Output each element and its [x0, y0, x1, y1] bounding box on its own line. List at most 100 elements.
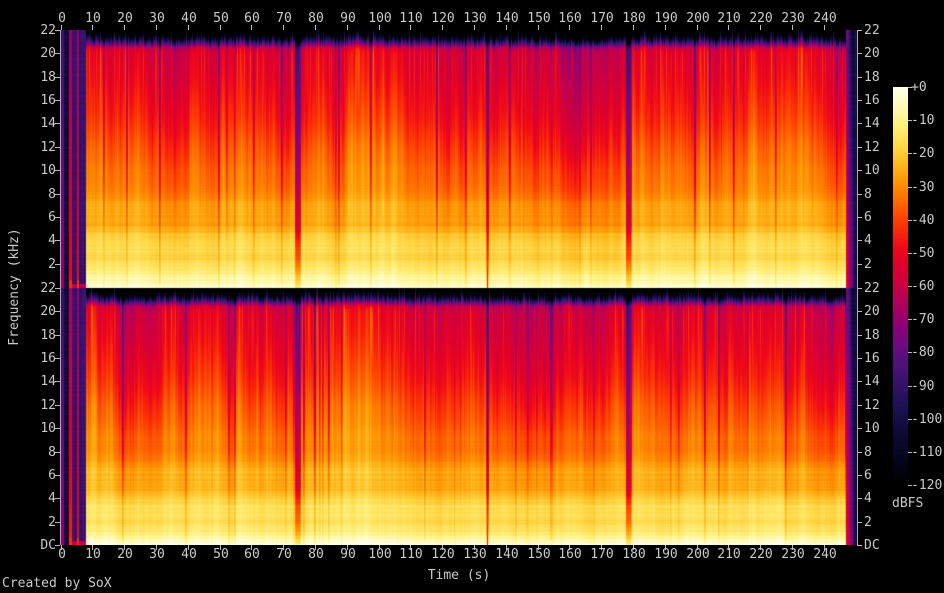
time-tick-label-bottom: 200: [686, 547, 710, 562]
freq-tick-label-right: 8: [864, 187, 872, 202]
time-tick-bottom: [156, 545, 157, 550]
time-tick-top: [283, 25, 284, 30]
colorbar-tick: [908, 120, 912, 121]
freq-tick-left: [55, 335, 60, 336]
freq-tick-right: [857, 100, 862, 101]
freq-tick-label-left: 6: [48, 210, 56, 225]
freq-tick-label-left: 14: [40, 116, 56, 131]
colorbar-tick-label: -40: [911, 213, 935, 228]
time-tick-label-bottom: 120: [431, 547, 455, 562]
freq-tick-left: [55, 123, 60, 124]
freq-tick-label-right: 12: [864, 398, 880, 413]
time-tick-label-top: 130: [463, 11, 487, 26]
freq-tick-right: [857, 194, 862, 195]
time-tick-bottom: [315, 545, 316, 550]
colorbar-tick-label: -30: [911, 180, 935, 195]
time-tick-label-top: 140: [495, 11, 519, 26]
time-tick-label-top: 170: [590, 11, 614, 26]
colorbar-tick-label: -90: [911, 379, 935, 394]
freq-tick-label-left: 12: [40, 140, 56, 155]
time-tick-top: [61, 25, 62, 30]
freq-tick-label-right: 16: [864, 93, 880, 108]
time-tick-top: [760, 25, 761, 30]
time-tick-label-top: 220: [749, 11, 773, 26]
time-tick-top: [728, 25, 729, 30]
dc-tick-left: [55, 545, 60, 546]
time-tick-label-bottom: 50: [213, 547, 229, 562]
freq-tick-left: [55, 405, 60, 406]
dc-label-right: DC: [864, 538, 880, 553]
colorbar-tick: [908, 352, 912, 353]
time-tick-top: [188, 25, 189, 30]
time-tick-top: [315, 25, 316, 30]
time-tick-label-bottom: 190: [654, 547, 678, 562]
freq-tick-right: [857, 498, 862, 499]
freq-tick-label-right: 2: [864, 515, 872, 530]
time-tick-top: [156, 25, 157, 30]
colorbar-tick-label: -20: [911, 146, 935, 161]
freq-tick-left: [55, 53, 60, 54]
right-axis-line: [857, 30, 858, 545]
colorbar-tick: [908, 319, 912, 320]
time-tick-bottom: [347, 545, 348, 550]
colorbar-tick: [908, 153, 912, 154]
time-tick-label-top: 10: [85, 11, 101, 26]
colorbar-tick-label: -70: [911, 312, 935, 327]
dc-tick-right: [857, 545, 862, 546]
time-tick-top: [442, 25, 443, 30]
time-tick-top: [538, 25, 539, 30]
time-tick-label-top: 60: [244, 11, 260, 26]
freq-tick-label-right: 20: [864, 304, 880, 319]
freq-tick-left: [55, 311, 60, 312]
freq-tick-label-right: 18: [864, 70, 880, 85]
freq-tick-right: [857, 405, 862, 406]
time-tick-top: [824, 25, 825, 30]
freq-tick-left: [55, 288, 60, 289]
freq-tick-right: [857, 240, 862, 241]
time-tick-top: [506, 25, 507, 30]
freq-tick-right: [857, 428, 862, 429]
time-tick-bottom: [379, 545, 380, 550]
time-tick-label-bottom: 10: [85, 547, 101, 562]
freq-tick-label-left: 14: [40, 374, 56, 389]
colorbar-tick: [908, 253, 912, 254]
freq-tick-label-right: 2: [864, 257, 872, 272]
time-tick-bottom: [792, 545, 793, 550]
freq-tick-right: [857, 475, 862, 476]
time-tick-label-top: 120: [431, 11, 455, 26]
colorbar-tick: [908, 187, 912, 188]
colorbar-tick: [908, 485, 912, 486]
time-tick-bottom: [442, 545, 443, 550]
freq-tick-label-left: 22: [40, 281, 56, 296]
colorbar-tick-label: -60: [911, 279, 935, 294]
time-tick-bottom: [124, 545, 125, 550]
freq-tick-label-left: 18: [40, 328, 56, 343]
freq-tick-label-right: 6: [864, 210, 872, 225]
freq-tick-left: [55, 264, 60, 265]
freq-tick-label-left: 4: [48, 233, 56, 248]
time-tick-label-bottom: 60: [244, 547, 260, 562]
time-tick-bottom: [251, 545, 252, 550]
time-tick-label-top: 100: [368, 11, 392, 26]
colorbar-gradient: [893, 87, 908, 485]
freq-tick-left: [55, 147, 60, 148]
freq-tick-right: [857, 30, 862, 31]
freq-tick-label-right: 22: [864, 23, 880, 38]
left-axis-line: [60, 30, 61, 545]
freq-tick-left: [55, 428, 60, 429]
time-tick-top: [474, 25, 475, 30]
freq-tick-right: [857, 123, 862, 124]
freq-tick-right: [857, 288, 862, 289]
freq-tick-right: [857, 147, 862, 148]
time-tick-label-bottom: 240: [813, 547, 837, 562]
freq-tick-label-left: 6: [48, 468, 56, 483]
freq-tick-label-left: 10: [40, 421, 56, 436]
freq-tick-label-right: 14: [864, 374, 880, 389]
time-tick-label-bottom: 110: [399, 547, 423, 562]
freq-tick-left: [55, 30, 60, 31]
time-tick-label-bottom: 220: [749, 547, 773, 562]
spectrogram-heatmap-canvas: [61, 30, 857, 545]
freq-tick-left: [55, 475, 60, 476]
time-tick-bottom: [220, 545, 221, 550]
